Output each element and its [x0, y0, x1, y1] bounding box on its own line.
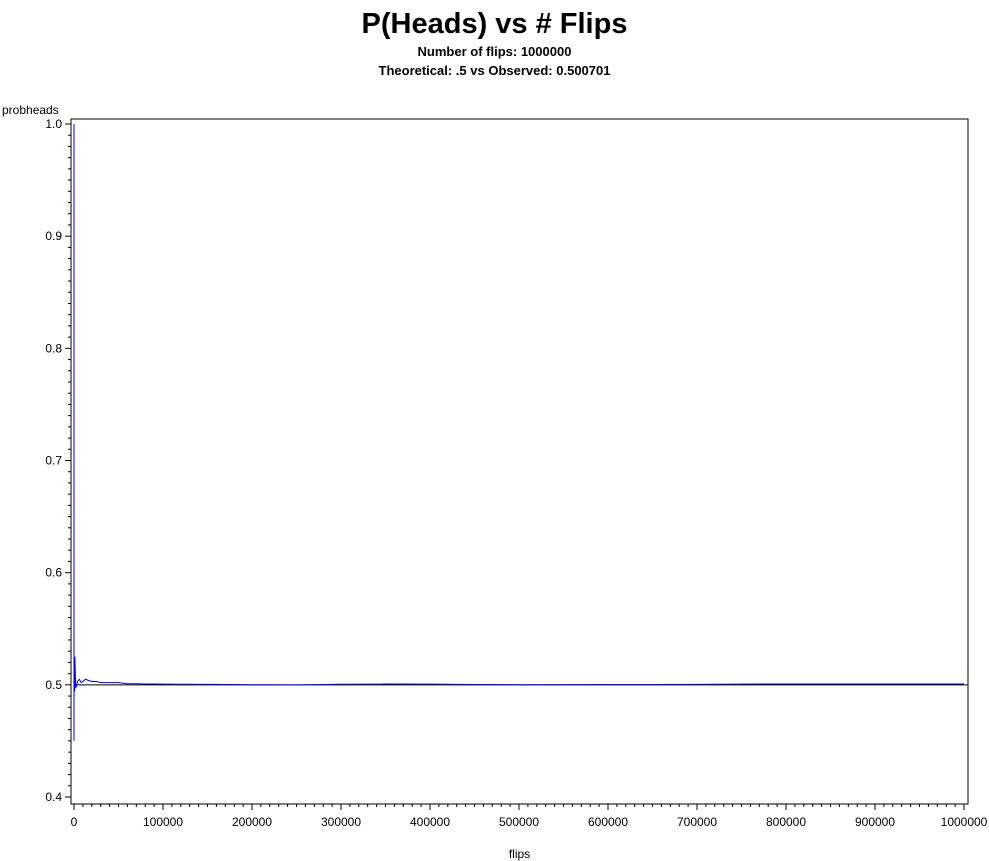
x-tick-label: 600000: [588, 815, 628, 829]
chart-subtitle-observed: Theoretical: .5 vs Observed: 0.500701: [378, 63, 611, 78]
y-axis-label: probheads: [2, 103, 59, 117]
y-tick-label: 0.5: [45, 678, 62, 692]
chart-subtitle-flips: Number of flips: 1000000: [417, 44, 572, 59]
x-tick-label: 200000: [232, 815, 272, 829]
y-tick-label: 0.7: [45, 454, 62, 468]
x-tick-label: 100000: [143, 815, 183, 829]
y-tick-label: 0.9: [45, 229, 62, 243]
x-tick-label: 700000: [677, 815, 717, 829]
y-axis: 0.4 0.5 0.6 0.7 0.8 0.9 1.0: [45, 117, 71, 804]
y-tick-label: 0.6: [45, 566, 62, 580]
x-tick-label: 1000000: [941, 815, 988, 829]
y-tick-label: 0.4: [45, 790, 62, 804]
x-tick-label: 800000: [766, 815, 806, 829]
y-tick-label: 1.0: [45, 117, 62, 131]
x-axis-label: flips: [509, 847, 530, 861]
series-layer: [73, 124, 964, 741]
plot-area: [70, 118, 969, 805]
chart-title: P(Heads) vs # Flips: [361, 8, 628, 40]
x-tick-label: 900000: [855, 815, 895, 829]
x-tick-label: 500000: [499, 815, 539, 829]
x-tick-label: 0: [71, 815, 78, 829]
series-line: [73, 124, 964, 741]
y-tick-label: 0.8: [45, 341, 62, 355]
x-tick-label: 400000: [410, 815, 450, 829]
x-axis: 0 100000 200000 300000 400000 500000 600000 700…: [71, 804, 988, 829]
x-tick-label: 300000: [321, 815, 361, 829]
